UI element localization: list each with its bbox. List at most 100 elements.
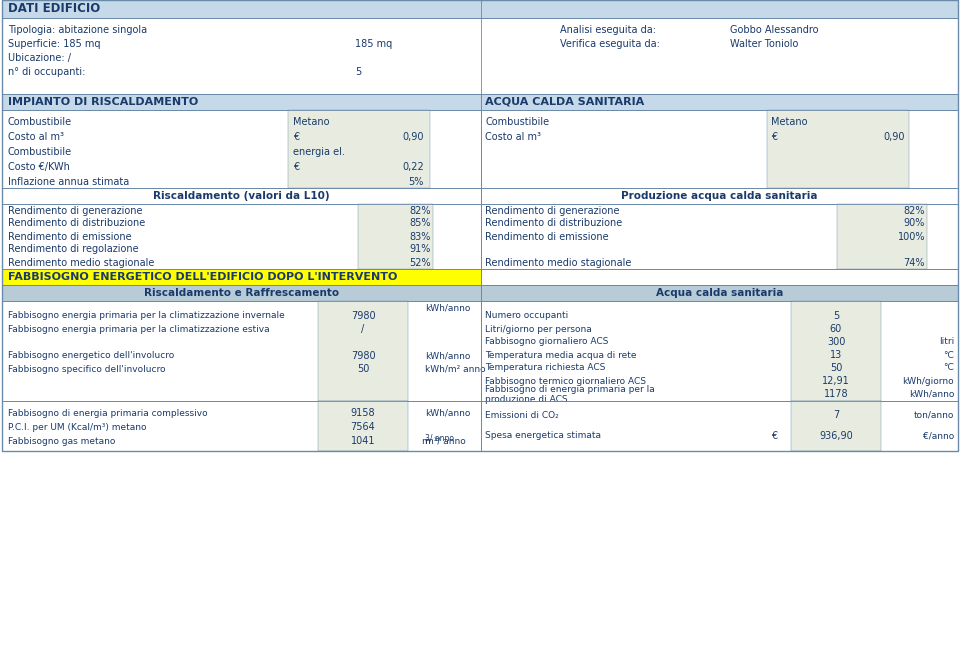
Text: FABBISOGNO ENERGETICO DELL'EDIFICIO DOPO L'INTERVENTO: FABBISOGNO ENERGETICO DELL'EDIFICIO DOPO…: [8, 272, 397, 282]
Text: 0,22: 0,22: [402, 162, 424, 172]
Text: produzione di ACS: produzione di ACS: [485, 396, 567, 404]
Text: Inflazione annua stimata: Inflazione annua stimata: [8, 177, 130, 187]
Text: Rendimento di emissione: Rendimento di emissione: [8, 232, 132, 242]
Text: Acqua calda sanitaria: Acqua calda sanitaria: [656, 288, 783, 298]
Text: kWh/anno: kWh/anno: [425, 408, 470, 418]
Text: Produzione acqua calda sanitaria: Produzione acqua calda sanitaria: [621, 191, 818, 201]
Text: Costo al m³: Costo al m³: [8, 132, 64, 142]
Bar: [2, 0, 958, 451]
Bar: [2, 204, 481, 269]
Text: Fabbisogno energia primaria per la climatizzazione estiva: Fabbisogno energia primaria per la clima…: [8, 324, 270, 334]
Text: €: €: [293, 162, 300, 172]
Text: 7980: 7980: [350, 311, 375, 321]
Text: 300: 300: [827, 337, 845, 347]
Text: 5: 5: [833, 311, 839, 321]
Bar: [2, 94, 481, 110]
Bar: [481, 110, 958, 188]
Text: Fabbisogno di energia primaria complessivo: Fabbisogno di energia primaria complessi…: [8, 408, 207, 418]
Text: 0,90: 0,90: [883, 132, 905, 142]
Text: Gobbo Alessandro: Gobbo Alessandro: [730, 25, 819, 35]
Text: 82%: 82%: [410, 206, 431, 216]
Bar: [318, 301, 408, 401]
Text: IMPIANTO DI RISCALDAMENTO: IMPIANTO DI RISCALDAMENTO: [8, 97, 199, 107]
Text: energia el.: energia el.: [293, 147, 345, 157]
Text: Rendimento di generazione: Rendimento di generazione: [485, 206, 619, 216]
Bar: [2, 269, 481, 285]
Text: kWh/anno: kWh/anno: [425, 304, 470, 312]
Bar: [791, 401, 881, 451]
Text: Numero occupanti: Numero occupanti: [485, 312, 568, 320]
Text: °C: °C: [944, 364, 954, 372]
Text: 60: 60: [829, 324, 842, 334]
Text: Rendimento medio stagionale: Rendimento medio stagionale: [8, 258, 155, 268]
Text: Temperatura richiesta ACS: Temperatura richiesta ACS: [485, 364, 606, 372]
Bar: [791, 301, 881, 401]
Text: DATI EDIFICIO: DATI EDIFICIO: [8, 3, 100, 15]
Text: kWh/m² anno: kWh/m² anno: [425, 364, 486, 374]
Text: litri: litri: [939, 338, 954, 346]
Text: Combustibile: Combustibile: [8, 117, 72, 127]
Text: Litri/giorno per persona: Litri/giorno per persona: [485, 324, 591, 334]
Text: m³/ anno: m³/ anno: [425, 436, 466, 446]
Text: m: m: [421, 436, 430, 446]
Text: 85%: 85%: [410, 218, 431, 228]
Text: Temperatura media acqua di rete: Temperatura media acqua di rete: [485, 350, 636, 360]
Text: Fabbisogno termico giornaliero ACS: Fabbisogno termico giornaliero ACS: [485, 376, 646, 386]
Text: €: €: [771, 132, 778, 142]
Bar: [481, 94, 958, 110]
Text: 3/ anno: 3/ anno: [425, 434, 454, 442]
Bar: [358, 204, 433, 269]
Text: Superficie: 185 mq: Superficie: 185 mq: [8, 39, 101, 49]
Bar: [481, 285, 958, 301]
Text: Spesa energetica stimata: Spesa energetica stimata: [485, 432, 601, 440]
Bar: [481, 401, 958, 451]
Text: Riscaldamento e Raffrescamento: Riscaldamento e Raffrescamento: [144, 288, 339, 298]
Text: Riscaldamento (valori da L10): Riscaldamento (valori da L10): [154, 191, 330, 201]
Text: Ubicazione: /: Ubicazione: /: [8, 53, 71, 63]
Bar: [2, 188, 481, 204]
Text: 82%: 82%: [903, 206, 925, 216]
Text: Metano: Metano: [771, 117, 807, 127]
Text: 1041: 1041: [350, 436, 375, 446]
Text: €: €: [293, 132, 300, 142]
Text: n° di occupanti:: n° di occupanti:: [8, 67, 85, 77]
Bar: [2, 18, 958, 94]
Bar: [2, 285, 481, 301]
Text: 7564: 7564: [350, 422, 375, 432]
Text: Costo €/KWh: Costo €/KWh: [8, 162, 70, 172]
Text: Fabbisogno energetico dell'involucro: Fabbisogno energetico dell'involucro: [8, 352, 175, 360]
Bar: [2, 301, 481, 401]
Text: Rendimento di distribuzione: Rendimento di distribuzione: [485, 218, 622, 228]
Text: 50: 50: [829, 363, 842, 373]
Text: 7980: 7980: [350, 351, 375, 361]
Text: 0,90: 0,90: [402, 132, 424, 142]
Text: 1178: 1178: [824, 389, 849, 399]
Text: Rendimento di generazione: Rendimento di generazione: [8, 206, 142, 216]
Text: 9158: 9158: [350, 408, 375, 418]
Text: kWh/giorno: kWh/giorno: [902, 376, 954, 386]
Text: Walter Toniolo: Walter Toniolo: [730, 39, 799, 49]
Text: 91%: 91%: [410, 244, 431, 254]
Text: kWh/anno: kWh/anno: [425, 352, 470, 360]
Text: kWh/anno: kWh/anno: [908, 390, 954, 398]
Text: 7: 7: [833, 410, 839, 420]
Text: Rendimento di distribuzione: Rendimento di distribuzione: [8, 218, 145, 228]
Text: Combustibile: Combustibile: [485, 117, 549, 127]
Text: 5%: 5%: [409, 177, 424, 187]
Bar: [318, 401, 408, 451]
Bar: [2, 401, 481, 451]
Text: Rendimento di regolazione: Rendimento di regolazione: [8, 244, 138, 254]
Bar: [481, 188, 958, 204]
Text: Tipologia: abitazione singola: Tipologia: abitazione singola: [8, 25, 147, 35]
Text: Costo al m³: Costo al m³: [485, 132, 541, 142]
Text: 90%: 90%: [903, 218, 925, 228]
Bar: [837, 204, 927, 269]
Text: Verifica eseguita da:: Verifica eseguita da:: [560, 39, 660, 49]
Bar: [481, 269, 958, 285]
Text: Emissioni di CO₂: Emissioni di CO₂: [485, 410, 559, 420]
Text: ton/anno: ton/anno: [914, 410, 954, 420]
Text: 5: 5: [355, 67, 361, 77]
Bar: [481, 204, 958, 269]
Text: Fabbisogno giornaliero ACS: Fabbisogno giornaliero ACS: [485, 338, 609, 346]
Bar: [767, 110, 909, 188]
